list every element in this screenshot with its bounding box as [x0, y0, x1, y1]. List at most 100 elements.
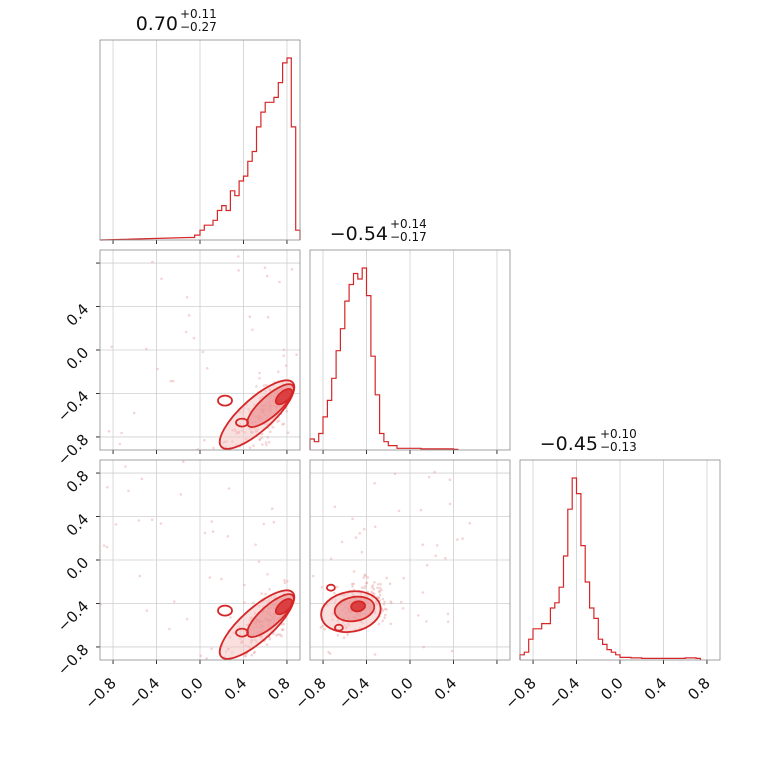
sample-point — [258, 438, 262, 442]
sample-point — [450, 649, 454, 653]
sample-point — [381, 597, 385, 601]
sample-point — [381, 619, 385, 623]
sample-point — [262, 522, 266, 526]
sample-point — [201, 350, 205, 354]
sample-point — [371, 591, 375, 595]
title-value-2: −0.45 — [540, 433, 598, 455]
sample-point — [283, 581, 287, 585]
sample-point — [365, 581, 369, 585]
sample-point — [221, 661, 224, 664]
x-tick-label: 0.0 — [177, 674, 207, 704]
sample-point — [320, 586, 324, 589]
sample-point — [258, 377, 261, 380]
sample-point — [421, 543, 424, 546]
sample-point — [383, 600, 386, 604]
sample-point — [266, 315, 270, 319]
sample-point — [169, 379, 173, 383]
sample-point — [262, 384, 266, 387]
sample-point — [378, 593, 382, 597]
sample-point — [363, 573, 367, 576]
panel-frame-r2-c1 — [309, 459, 511, 661]
sample-point — [110, 345, 113, 349]
sample-point — [323, 627, 327, 631]
sample-point — [352, 570, 356, 573]
sample-point — [282, 348, 286, 352]
sample-point — [354, 536, 358, 539]
sample-point — [268, 637, 272, 641]
sample-point — [206, 367, 209, 370]
sample-point — [381, 609, 385, 612]
sample-point — [389, 622, 393, 626]
sample-point — [229, 616, 232, 619]
sample-point — [120, 431, 123, 435]
sample-point — [378, 589, 381, 593]
sample-point — [327, 651, 330, 654]
sample-point — [456, 538, 459, 541]
sample-point — [201, 463, 204, 466]
sample-point — [435, 544, 439, 547]
sample-point — [210, 647, 213, 651]
sample-point — [106, 486, 109, 489]
x-tick-label: −0.4 — [125, 674, 163, 712]
sample-point — [265, 274, 269, 278]
sample-point — [433, 470, 436, 474]
sample-point — [220, 577, 223, 581]
sample-point — [227, 487, 231, 490]
y-tick-label: 0.4 — [63, 300, 93, 330]
sample-point — [189, 665, 192, 668]
sample-point — [364, 584, 367, 588]
contour-fill-2 — [275, 388, 293, 405]
sample-point — [351, 517, 354, 521]
sample-point — [371, 584, 375, 587]
contour-line-2 — [350, 600, 366, 613]
sample-point — [159, 522, 163, 525]
sample-point — [184, 330, 188, 334]
sample-point — [192, 336, 196, 340]
panel-frame-r1-c0 — [99, 249, 301, 451]
sample-point — [263, 266, 267, 270]
sample-point — [389, 600, 393, 603]
panel-frame-r0-c0 — [99, 39, 301, 241]
histogram-param-0 — [99, 57, 301, 241]
y-tick-label: 0.0 — [63, 554, 93, 584]
sample-point — [264, 592, 267, 596]
sample-point — [271, 425, 275, 429]
sample-point — [377, 596, 380, 599]
y-tick-label: 0.4 — [63, 510, 93, 540]
sample-point — [422, 645, 426, 649]
sample-point — [290, 268, 294, 271]
sample-point — [244, 655, 248, 658]
sample-point — [221, 450, 224, 453]
sample-point — [260, 592, 263, 595]
sample-point — [321, 624, 324, 628]
title-value-1: −0.54 — [330, 223, 388, 245]
y-tick-label: −0.8 — [54, 641, 92, 679]
density-2-0 — [100, 460, 296, 668]
sample-point — [248, 446, 252, 449]
sample-point — [421, 591, 425, 594]
sample-point — [185, 296, 189, 299]
sample-point — [277, 419, 281, 422]
sample-point — [114, 523, 118, 526]
x-tick-label: −0.8 — [291, 674, 329, 712]
sample-point — [399, 600, 403, 604]
sample-point — [360, 586, 364, 589]
y-tick-label: −0.8 — [54, 431, 92, 469]
panel-frame-r2-c2 — [519, 459, 721, 661]
sample-point — [378, 590, 381, 594]
sample-point — [268, 587, 271, 591]
sample-point — [253, 650, 257, 654]
sample-point — [208, 576, 212, 579]
sample-point — [376, 586, 379, 590]
sample-point — [127, 489, 130, 493]
sample-point — [210, 664, 213, 667]
x-tick-label: −0.4 — [545, 674, 583, 712]
sample-point — [260, 436, 264, 440]
y-tick-label: −0.4 — [54, 597, 92, 635]
sample-point — [280, 634, 283, 638]
sample-point — [380, 588, 383, 592]
sample-point — [383, 616, 386, 620]
sample-point — [105, 545, 109, 549]
sample-point — [151, 260, 154, 264]
